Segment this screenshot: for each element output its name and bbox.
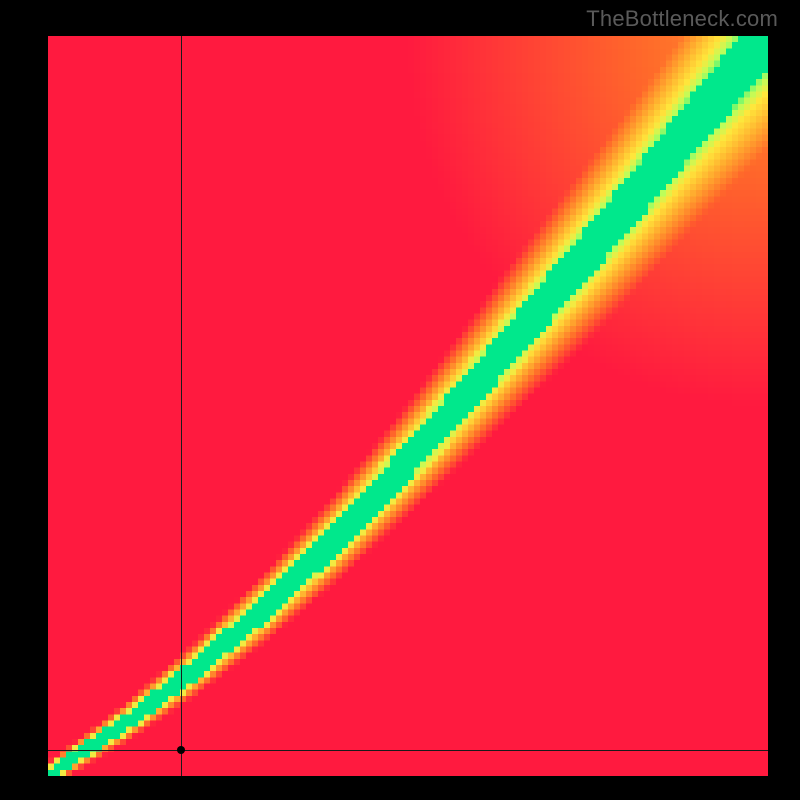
watermark-text: TheBottleneck.com (586, 6, 778, 32)
heatmap-frame (48, 36, 768, 776)
heatmap-area (48, 36, 768, 776)
crosshair-vertical (181, 36, 182, 776)
heatmap-canvas (48, 36, 768, 776)
crosshair-horizontal (48, 750, 768, 751)
